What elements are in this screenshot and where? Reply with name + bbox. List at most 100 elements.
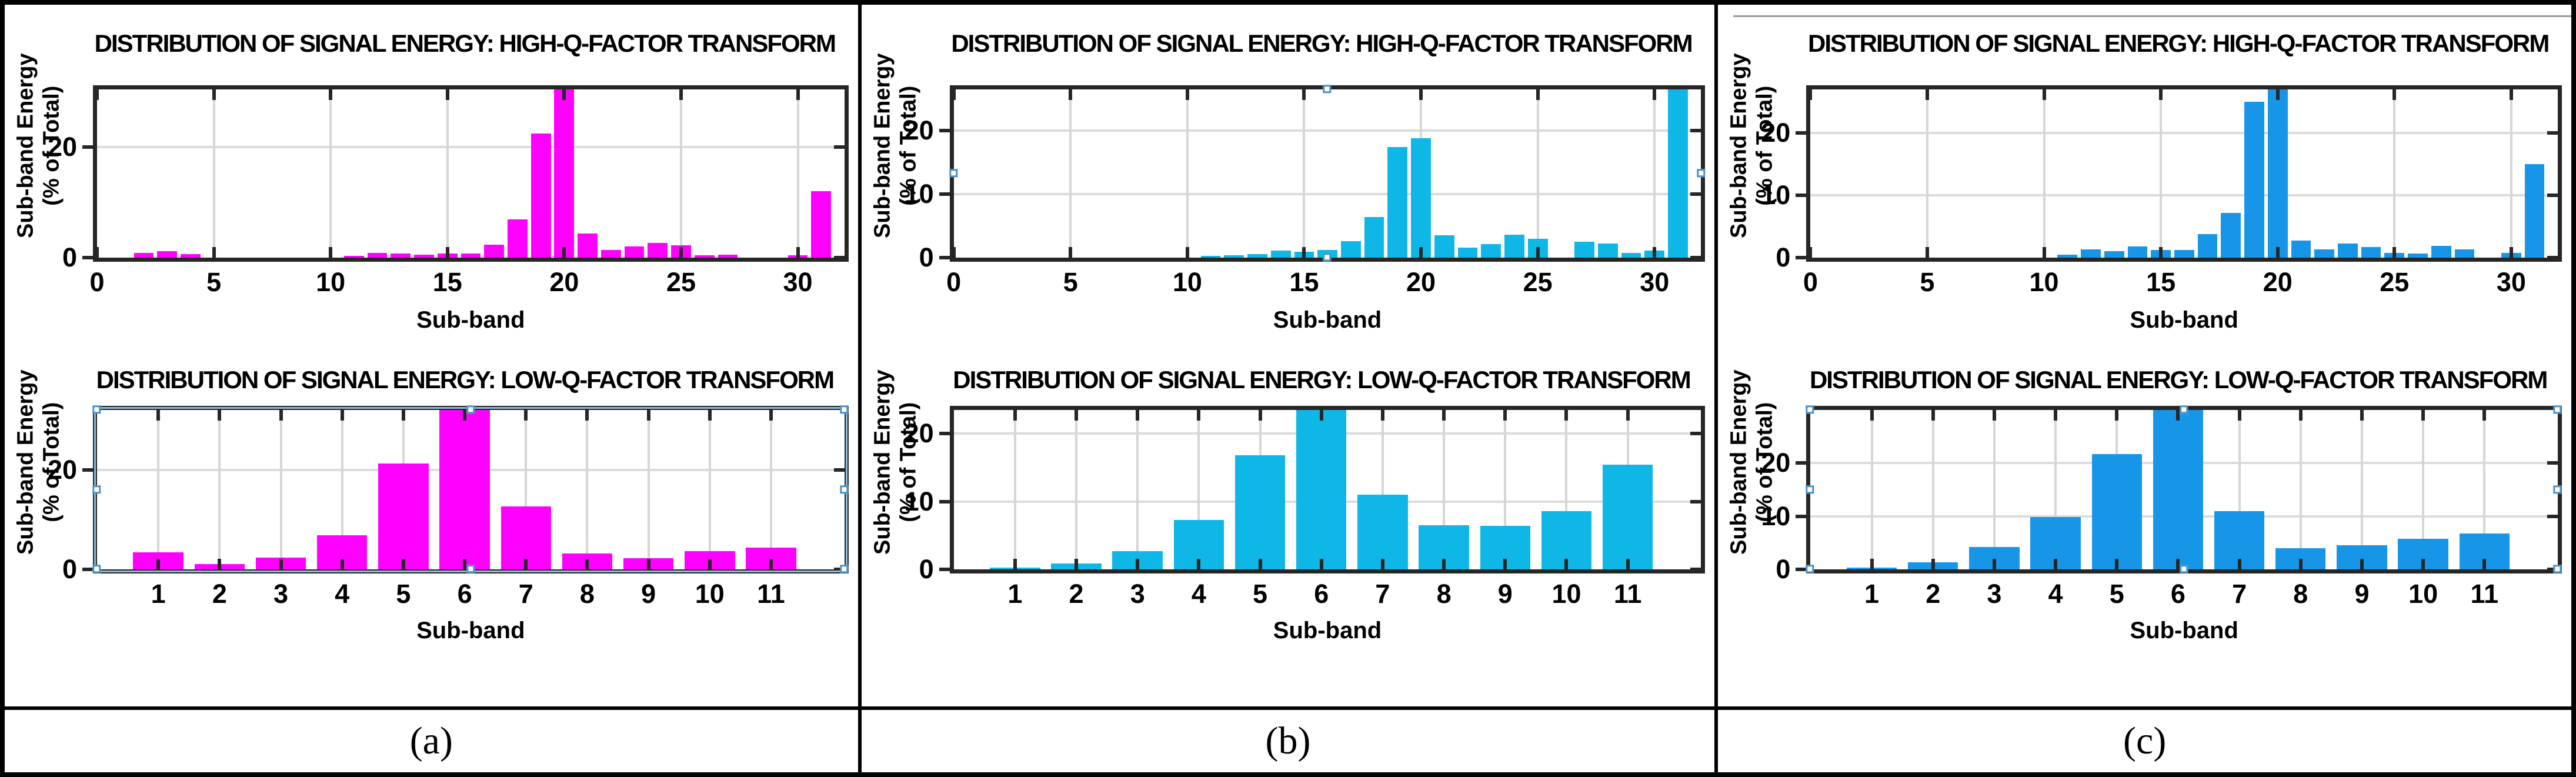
x-tick	[1302, 89, 1306, 100]
selection-handle[interactable]	[2553, 405, 2562, 414]
x-tick	[2115, 410, 2119, 421]
caption-row: (a) (b) (c)	[5, 706, 2571, 772]
y-tick	[833, 568, 845, 571]
y-axis-label: Sub-band Energy (% of Total)	[1727, 0, 1778, 328]
x-tick	[2393, 89, 2397, 100]
x-tick	[2275, 247, 2280, 258]
selection-handle[interactable]	[2180, 405, 2188, 414]
selection-handle[interactable]	[840, 565, 849, 573]
bar	[811, 191, 832, 258]
bar	[1574, 242, 1594, 258]
x-tick	[2054, 410, 2058, 421]
v-gridline	[1926, 89, 1928, 258]
x-tick	[524, 559, 528, 569]
bar-chart-high-q-plot[interactable]: 0 5 10 15 20 25 30 0 20	[48, 85, 849, 297]
y-tick	[2547, 256, 2558, 259]
y-tick-label: 10	[904, 486, 934, 516]
y-tick	[82, 568, 93, 571]
x-tick	[562, 89, 566, 100]
x-tick	[1992, 559, 1996, 569]
y-tick-label: 10	[904, 179, 934, 209]
selection-handle[interactable]	[949, 169, 957, 178]
selection-handle[interactable]	[1806, 405, 1814, 414]
selection-handle[interactable]	[1696, 169, 1705, 178]
selection-handle[interactable]	[92, 565, 101, 573]
x-tick-label: 5	[396, 579, 411, 609]
x-tick	[952, 247, 956, 258]
x-tick	[1136, 559, 1140, 569]
y-tick	[1796, 461, 1807, 465]
x-tick-label: 0	[946, 267, 962, 297]
bar	[624, 246, 645, 258]
y-tick	[2547, 131, 2558, 135]
x-tick	[796, 89, 800, 100]
selection-handle[interactable]	[2553, 565, 2562, 573]
x-tick	[1564, 410, 1569, 421]
bar-chart-low-q-plot[interactable]: 1 2 3 4 5 6 7 8 9 10 11 0 20	[48, 405, 849, 609]
selection-handle[interactable]	[466, 565, 475, 573]
v-gridline	[1536, 89, 1539, 258]
v-gridline	[2510, 89, 2512, 258]
bar	[180, 254, 201, 258]
bar	[1504, 235, 1524, 258]
bar	[461, 253, 481, 258]
bar-chart-high-q-plot[interactable]: 0 5 10 15 20 25 30 0 10 20	[1761, 85, 2562, 297]
y-tick	[833, 145, 845, 149]
x-tick	[1442, 559, 1446, 569]
x-tick	[1564, 559, 1569, 569]
y-tick-label: 20	[47, 454, 77, 485]
bar	[2197, 234, 2218, 258]
bar-chart-low-q-plot[interactable]: 1 2 3 4 5 6 7 8 9 10 11 0 10 20	[1761, 405, 2562, 609]
selection-handle[interactable]	[466, 405, 475, 414]
selection-handle[interactable]	[840, 485, 849, 493]
x-tick	[1013, 410, 1017, 421]
v-gridline	[769, 410, 772, 569]
x-tick-label: 4	[335, 579, 350, 609]
bar-chart-low-q-plot[interactable]: 1 2 3 4 5 6 7 8 9 10 11 0 10 20	[905, 406, 1706, 609]
x-tick	[1536, 247, 1540, 258]
selection-handle[interactable]	[1323, 85, 1332, 94]
y-tick	[82, 468, 93, 472]
selection-handle[interactable]	[92, 405, 101, 414]
x-tick-label: 3	[273, 579, 289, 609]
v-gridline	[1186, 89, 1189, 258]
bar	[367, 252, 388, 258]
x-tick	[401, 559, 405, 569]
v-gridline	[525, 410, 528, 569]
v-gridline	[586, 410, 589, 569]
x-tick-label: 10	[695, 579, 725, 609]
x-tick	[340, 559, 344, 569]
x-axis-label: Sub-band	[1273, 307, 1382, 333]
x-tick	[585, 559, 589, 569]
bar	[1457, 247, 1478, 258]
x-tick	[1419, 247, 1423, 258]
x-tick-label: 8	[2293, 579, 2308, 609]
x-tick	[1925, 89, 1929, 100]
caption-b: (b)	[857, 710, 1715, 772]
selection-handle[interactable]	[1323, 253, 1332, 262]
y-tick-label: 0	[919, 242, 934, 272]
x-tick	[1503, 559, 1507, 569]
selection-handle[interactable]	[840, 405, 849, 414]
x-tick	[646, 410, 650, 421]
x-tick-label: 4	[1191, 579, 1206, 609]
x-tick	[279, 410, 283, 421]
selection-handle[interactable]	[1806, 565, 1814, 573]
x-tick-label: 11	[1613, 579, 1642, 609]
x-tick-label: 20	[2263, 267, 2293, 297]
y-tick	[939, 256, 950, 259]
selection-handle[interactable]	[92, 485, 101, 493]
bar-chart-high-q-plot[interactable]: 0 5 10 15 20 25 30 0 10 20	[905, 85, 1706, 297]
selection-handle[interactable]	[1806, 485, 1814, 493]
y-axis-label: Sub-band Energy (% of Total)	[13, 0, 64, 328]
x-tick-label: 1	[151, 579, 166, 609]
selection-handle[interactable]	[2180, 565, 2188, 573]
x-tick-label: 8	[1436, 579, 1451, 609]
chart-title-high-q: DISTRIBUTION OF SIGNAL ENERGY: HIGH-Q-FA…	[94, 29, 836, 57]
x-tick	[463, 559, 467, 569]
x-tick	[218, 559, 222, 569]
x-tick	[1503, 410, 1507, 421]
x-tick-label: 7	[2232, 579, 2247, 609]
selection-handle[interactable]	[2553, 485, 2562, 493]
